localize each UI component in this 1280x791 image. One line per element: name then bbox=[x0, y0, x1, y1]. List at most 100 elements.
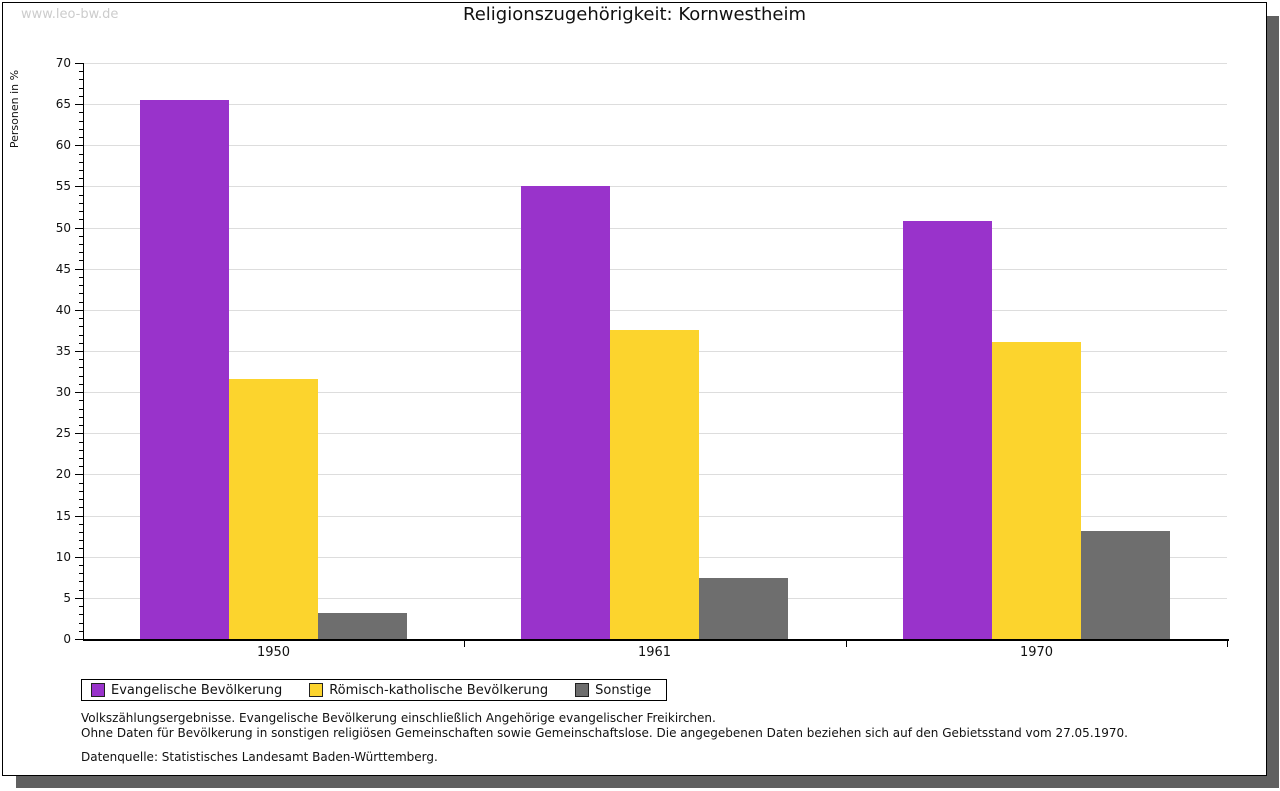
y-minor-tick-8 bbox=[79, 573, 83, 575]
y-minor-tick-64 bbox=[79, 112, 83, 114]
gridline-70 bbox=[83, 63, 1227, 64]
bar-1970-series2 bbox=[992, 342, 1081, 639]
y-minor-tick-6 bbox=[79, 589, 83, 591]
bar-1970-series1 bbox=[903, 221, 992, 639]
gridline-60 bbox=[83, 145, 1227, 147]
y-minor-tick-69 bbox=[79, 71, 83, 73]
y-major-tick-55 bbox=[75, 186, 83, 188]
y-minor-tick-34 bbox=[79, 359, 83, 361]
y-minor-tick-68 bbox=[79, 79, 83, 81]
gridline-55 bbox=[83, 186, 1227, 188]
chart-page: www.leo-bw.de Religionszugehörigkeit: Ko… bbox=[2, 2, 1267, 776]
y-minor-tick-58 bbox=[79, 161, 83, 163]
y-minor-tick-14 bbox=[79, 523, 83, 525]
y-major-tick-40 bbox=[75, 309, 83, 311]
y-minor-tick-28 bbox=[79, 408, 83, 410]
y-minor-tick-52 bbox=[79, 211, 83, 213]
y-minor-tick-67 bbox=[79, 87, 83, 89]
y-minor-tick-31 bbox=[79, 383, 83, 385]
gridline-50 bbox=[83, 227, 1227, 229]
y-tick-label-10: 10 bbox=[55, 549, 71, 564]
y-minor-tick-54 bbox=[79, 194, 83, 196]
legend-swatch-1 bbox=[91, 683, 105, 697]
y-tick-label-0: 0 bbox=[63, 632, 71, 646]
y-minor-tick-1 bbox=[79, 630, 83, 632]
x-boundary-tick-1 bbox=[464, 639, 465, 647]
legend-item-1: Evangelische Bevölkerung bbox=[91, 683, 282, 698]
legend-swatch-2 bbox=[309, 683, 324, 697]
y-major-tick-25 bbox=[75, 433, 83, 435]
legend-label-3: Sonstige bbox=[595, 682, 652, 698]
y-minor-tick-2 bbox=[79, 622, 83, 624]
gridline-65 bbox=[83, 104, 1227, 106]
y-minor-tick-24 bbox=[79, 441, 83, 443]
legend-item-2: Römisch-katholische Bevölkerung bbox=[309, 683, 548, 698]
y-minor-tick-47 bbox=[79, 252, 83, 254]
y-minor-tick-46 bbox=[79, 260, 83, 262]
x-boundary-tick-3 bbox=[1227, 639, 1228, 647]
y-minor-tick-17 bbox=[79, 499, 83, 501]
y-axis-line bbox=[83, 63, 84, 641]
y-minor-tick-49 bbox=[79, 235, 83, 237]
y-tick-label-60: 60 bbox=[55, 138, 71, 153]
y-minor-tick-26 bbox=[79, 425, 83, 427]
y-tick-label-70: 70 bbox=[55, 56, 71, 70]
x-boundary-tick-2 bbox=[846, 639, 847, 647]
y-tick-label-40: 40 bbox=[55, 302, 71, 317]
y-minor-tick-63 bbox=[79, 120, 83, 122]
y-minor-tick-11 bbox=[79, 548, 83, 550]
legend: Evangelische Bevölkerung Römisch-katholis… bbox=[81, 679, 668, 701]
y-tick-label-35: 35 bbox=[55, 344, 71, 358]
y-minor-tick-62 bbox=[79, 128, 83, 130]
y-minor-tick-4 bbox=[79, 606, 83, 608]
y-major-tick-45 bbox=[75, 268, 83, 270]
y-minor-tick-32 bbox=[79, 375, 83, 377]
y-minor-tick-29 bbox=[79, 400, 83, 402]
y-minor-tick-57 bbox=[79, 169, 83, 171]
x-axis-line bbox=[83, 639, 1229, 641]
y-major-tick-20 bbox=[75, 474, 83, 476]
bar-1961-series1 bbox=[521, 186, 610, 639]
gridline-40 bbox=[83, 309, 1227, 311]
y-minor-tick-59 bbox=[79, 153, 83, 155]
footnote-line-2: Ohne Daten für Bevölkerung in sonstigen … bbox=[81, 726, 1128, 740]
y-minor-tick-37 bbox=[79, 334, 83, 336]
y-tick-label-15: 15 bbox=[55, 508, 71, 523]
y-tick-label-25: 25 bbox=[55, 426, 71, 441]
y-minor-tick-7 bbox=[79, 581, 83, 583]
y-major-tick-60 bbox=[75, 145, 83, 147]
y-tick-label-20: 20 bbox=[55, 467, 71, 482]
bar-1950-series1 bbox=[140, 100, 229, 639]
y-minor-tick-38 bbox=[79, 326, 83, 328]
y-major-tick-35 bbox=[75, 351, 83, 352]
bar-1950-series3 bbox=[318, 613, 407, 639]
y-minor-tick-16 bbox=[79, 507, 83, 509]
bar-1950-series2 bbox=[229, 379, 318, 639]
y-major-tick-15 bbox=[75, 515, 83, 517]
y-major-tick-70 bbox=[75, 63, 83, 64]
y-tick-label-5: 5 bbox=[63, 590, 71, 605]
y-minor-tick-27 bbox=[79, 416, 83, 418]
y-minor-tick-51 bbox=[79, 219, 83, 221]
y-minor-tick-3 bbox=[79, 614, 83, 616]
y-minor-tick-21 bbox=[79, 466, 83, 468]
y-minor-tick-18 bbox=[79, 490, 83, 492]
y-tick-label-45: 45 bbox=[55, 261, 71, 276]
y-tick-label-55: 55 bbox=[55, 179, 71, 194]
x-category-label-1970: 1970 bbox=[1019, 645, 1054, 660]
y-minor-tick-53 bbox=[79, 202, 83, 204]
footnote-source: Datenquelle: Statistisches Landesamt Bad… bbox=[81, 750, 438, 764]
y-minor-tick-48 bbox=[79, 244, 83, 246]
y-minor-tick-56 bbox=[79, 178, 83, 180]
legend-label-1: Evangelische Bevölkerung bbox=[111, 682, 283, 698]
watermark: www.leo-bw.de bbox=[21, 7, 119, 22]
y-minor-tick-44 bbox=[79, 276, 83, 278]
y-minor-tick-61 bbox=[79, 137, 83, 139]
y-minor-tick-41 bbox=[79, 301, 83, 303]
chart-title: Religionszugehörigkeit: Kornwestheim bbox=[463, 4, 806, 25]
bar-1961-series2 bbox=[610, 330, 699, 639]
y-minor-tick-66 bbox=[79, 95, 83, 97]
y-minor-tick-43 bbox=[79, 285, 83, 287]
x-category-label-1950: 1950 bbox=[256, 645, 291, 660]
x-category-label-1961: 1961 bbox=[637, 645, 672, 660]
